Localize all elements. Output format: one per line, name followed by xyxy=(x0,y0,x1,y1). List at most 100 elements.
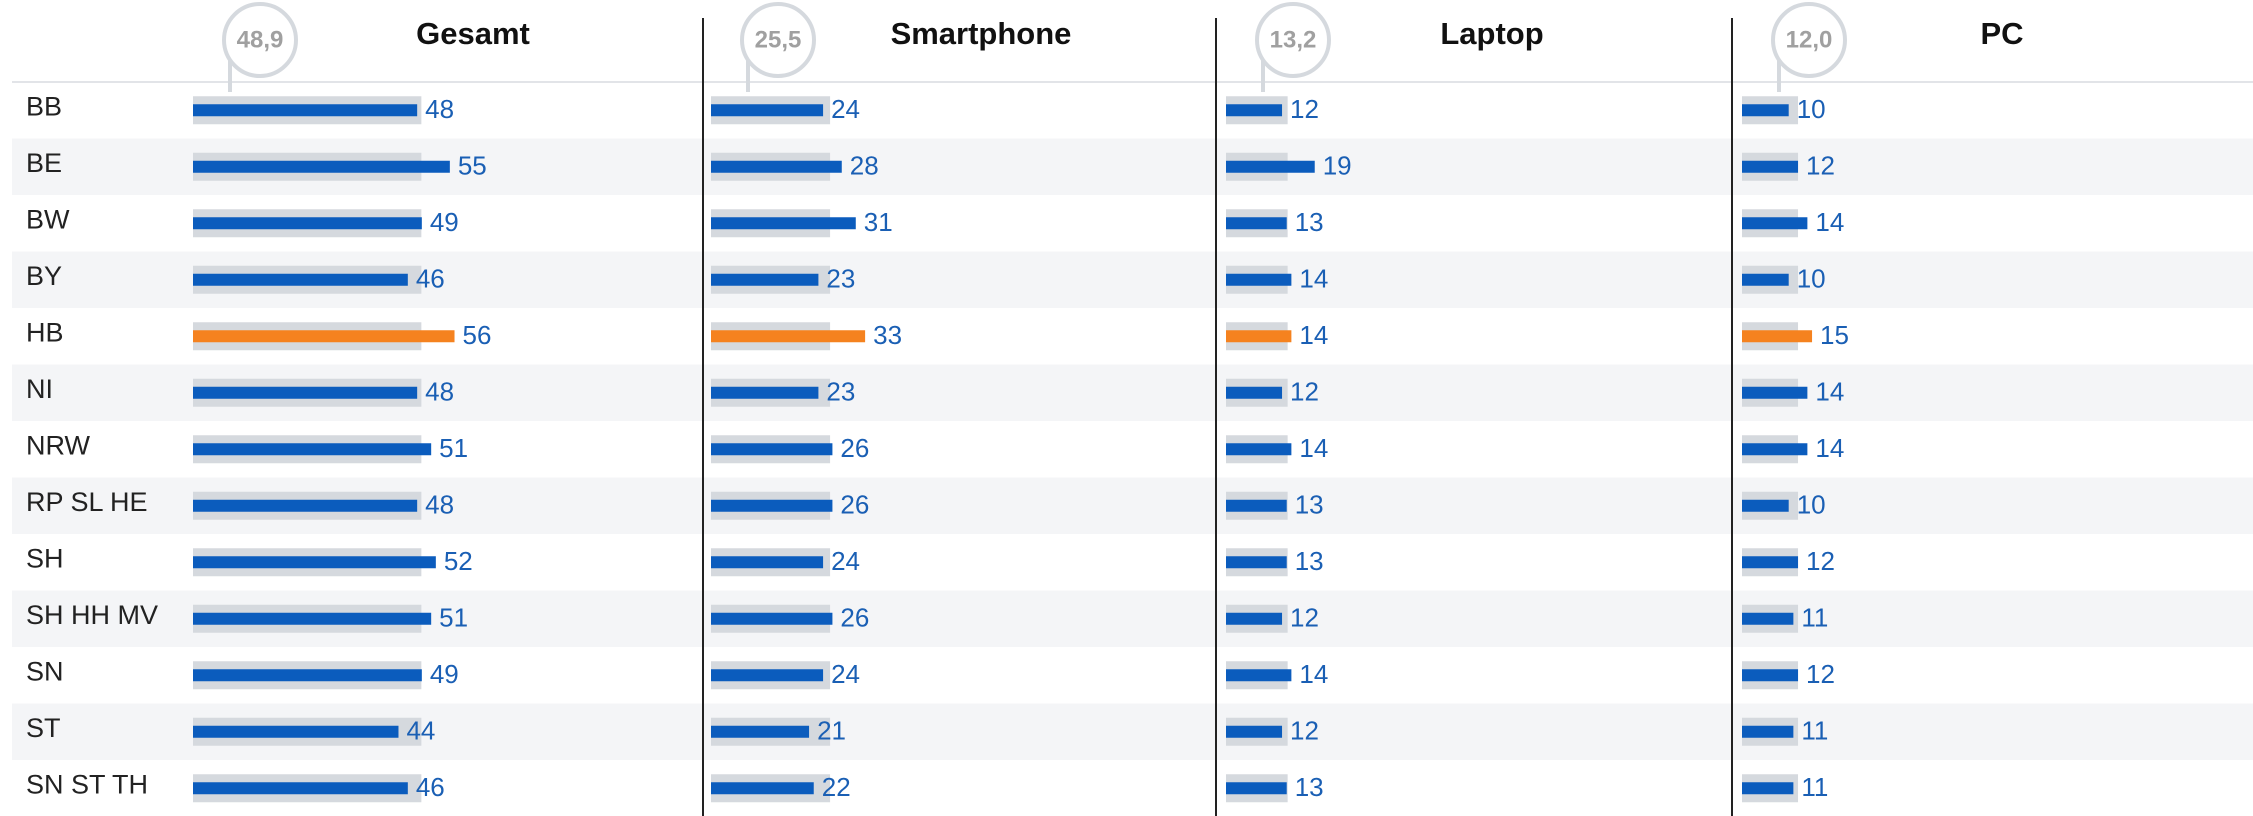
bar xyxy=(1742,725,1794,738)
bar xyxy=(1742,104,1789,117)
value-label: 48 xyxy=(425,377,454,407)
average-label: 12,0 xyxy=(1786,26,1833,53)
bar xyxy=(711,104,824,117)
value-label: 28 xyxy=(850,151,879,181)
value-label: 24 xyxy=(831,94,860,124)
bar xyxy=(1742,217,1808,230)
bar xyxy=(193,160,450,173)
row-label: HB xyxy=(26,317,64,347)
value-label: 13 xyxy=(1295,546,1324,576)
row-label: NI xyxy=(26,374,53,404)
value-label: 12 xyxy=(1806,151,1835,181)
row-label: SH xyxy=(26,543,64,573)
value-label: 24 xyxy=(831,659,860,689)
value-label: 56 xyxy=(463,320,492,350)
bar xyxy=(193,556,436,569)
row-label: BY xyxy=(26,261,62,291)
value-label: 19 xyxy=(1323,151,1352,181)
bar xyxy=(193,612,432,625)
value-label: 12 xyxy=(1806,659,1835,689)
value-label: 10 xyxy=(1797,94,1826,124)
bar xyxy=(193,104,418,117)
value-label: 26 xyxy=(840,433,869,463)
value-label: 11 xyxy=(1801,716,1828,746)
value-label: 46 xyxy=(416,772,445,802)
value-label: 14 xyxy=(1299,320,1328,350)
bar xyxy=(1742,273,1789,286)
column-title: Gesamt xyxy=(416,16,530,51)
bar xyxy=(193,273,408,286)
value-label: 12 xyxy=(1290,716,1319,746)
row-label: SN xyxy=(26,656,64,686)
bar xyxy=(1742,386,1808,399)
average-label: 13,2 xyxy=(1270,26,1317,53)
bar xyxy=(711,725,810,738)
bar xyxy=(1742,499,1789,512)
bar xyxy=(711,669,824,682)
value-label: 21 xyxy=(817,716,846,746)
bar xyxy=(1226,612,1283,625)
value-label: 22 xyxy=(822,772,851,802)
row-label: BW xyxy=(26,204,70,234)
value-label: 49 xyxy=(430,659,459,689)
bar xyxy=(193,443,432,456)
value-label: 33 xyxy=(873,320,902,350)
value-label: 31 xyxy=(864,207,893,237)
value-label: 13 xyxy=(1295,207,1324,237)
bar xyxy=(711,443,833,456)
value-label: 12 xyxy=(1806,546,1835,576)
bar xyxy=(193,386,418,399)
value-label: 48 xyxy=(425,94,454,124)
value-label: 12 xyxy=(1290,94,1319,124)
value-label: 23 xyxy=(826,377,855,407)
bar xyxy=(711,556,824,569)
value-label: 51 xyxy=(439,603,468,633)
value-label: 10 xyxy=(1797,490,1826,520)
bar xyxy=(1742,160,1799,173)
bar xyxy=(1742,443,1808,456)
bar xyxy=(1742,556,1799,569)
average-label: 25,5 xyxy=(755,26,802,53)
bar xyxy=(1226,217,1287,230)
value-label: 49 xyxy=(430,207,459,237)
row-label: ST xyxy=(26,713,61,743)
value-label: 48 xyxy=(425,490,454,520)
value-label: 51 xyxy=(439,433,468,463)
value-label: 12 xyxy=(1290,603,1319,633)
bar xyxy=(1226,725,1283,738)
bar xyxy=(1226,669,1292,682)
bar xyxy=(1226,273,1292,286)
bar xyxy=(1742,669,1799,682)
bar xyxy=(1742,782,1794,795)
bar xyxy=(193,217,422,230)
value-label: 44 xyxy=(406,716,435,746)
bar xyxy=(1226,499,1287,512)
value-label: 10 xyxy=(1797,264,1826,294)
bar xyxy=(1226,330,1292,343)
value-label: 11 xyxy=(1801,772,1828,802)
value-label: 14 xyxy=(1815,433,1844,463)
row-label: SH HH MV xyxy=(26,600,158,630)
value-label: 55 xyxy=(458,151,487,181)
bar xyxy=(1226,104,1283,117)
value-label: 15 xyxy=(1820,320,1849,350)
bar xyxy=(1226,443,1292,456)
bar xyxy=(711,330,866,343)
bar xyxy=(711,273,819,286)
value-label: 13 xyxy=(1295,772,1324,802)
bar xyxy=(193,782,408,795)
value-label: 24 xyxy=(831,546,860,576)
value-label: 23 xyxy=(826,264,855,294)
bar xyxy=(711,386,819,399)
bar xyxy=(1742,612,1794,625)
column-title: PC xyxy=(1980,16,2023,51)
value-label: 26 xyxy=(840,603,869,633)
value-label: 46 xyxy=(416,264,445,294)
bar xyxy=(1226,386,1283,399)
bar xyxy=(711,217,856,230)
value-label: 14 xyxy=(1815,377,1844,407)
row-label: SN ST TH xyxy=(26,769,148,799)
value-label: 26 xyxy=(840,490,869,520)
bar xyxy=(193,499,418,512)
